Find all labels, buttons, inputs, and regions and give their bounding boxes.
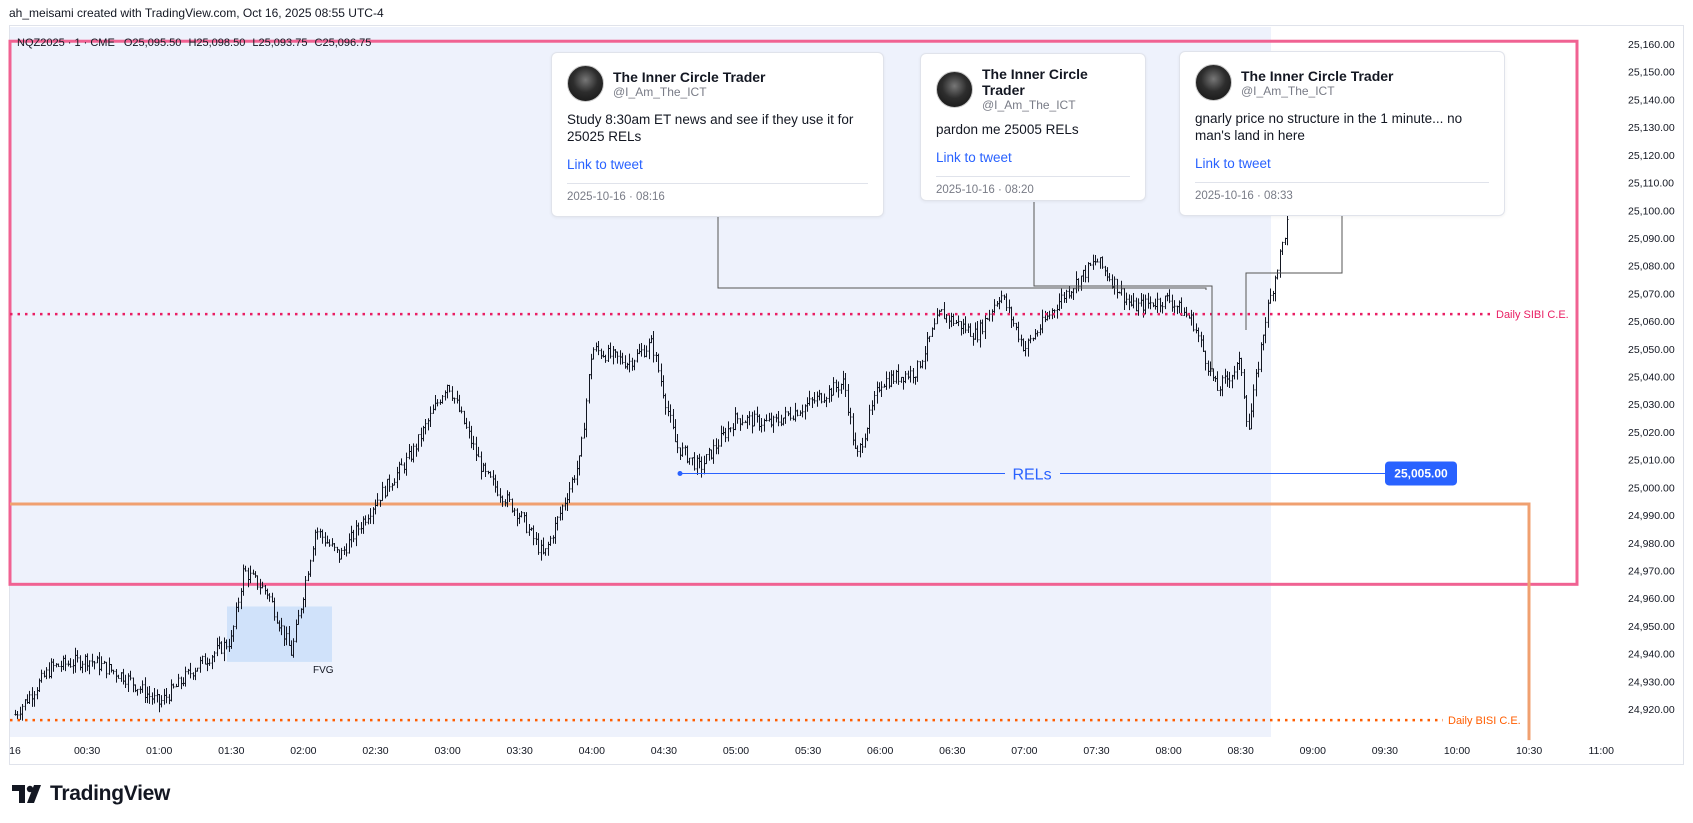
avatar [567, 65, 604, 102]
price-axis-tick-label: 25,010.00 [1628, 455, 1675, 467]
price-axis-tick-label: 25,150.00 [1628, 67, 1675, 79]
price-axis-tick-label: 25,060.00 [1628, 316, 1675, 328]
ohlc-open: O25,095.50 [124, 37, 182, 49]
time-axis-tick-label: 16 [9, 745, 21, 757]
time-axis-tick-label: 09:30 [1372, 745, 1398, 757]
fvg-label: FVG [313, 665, 334, 676]
tweet-handle: @I_Am_The_ICT [1241, 83, 1335, 98]
tweet-link[interactable]: Link to tweet [1195, 156, 1271, 171]
discount-range-box [10, 502, 1531, 741]
candlestick-series [14, 214, 1289, 721]
ohlc-high: H25,098.50 [188, 37, 245, 49]
price-axis-tick-label: 25,100.00 [1628, 205, 1675, 217]
premium-range-box [8, 39, 1579, 586]
time-axis-tick-label: 07:30 [1083, 745, 1109, 757]
time-axis-tick-label: 08:00 [1155, 745, 1181, 757]
ohlc-low: L25,093.75 [252, 37, 307, 49]
avatar [1195, 64, 1232, 101]
time-axis-tick-label: 06:30 [939, 745, 965, 757]
tradingview-logo[interactable]: TradingView [12, 782, 170, 806]
price-axis-tick-label: 25,080.00 [1628, 261, 1675, 273]
daily-sibi-ce-label: Daily SIBI C.E. [1496, 309, 1569, 321]
tweet-card-1[interactable]: The Inner Circle Trader @I_Am_The_ICT St… [551, 52, 884, 217]
price-axis-tick-label: 25,160.00 [1628, 39, 1675, 51]
price-axis: 25,160.00 25,150.00 25,140.00 25,130.00 25,1… [1628, 39, 1675, 716]
fvg-zone [227, 606, 332, 662]
tweet-author: The Inner Circle Trader [1241, 67, 1394, 84]
time-axis-tick-label: 10:00 [1444, 745, 1470, 757]
tweet-author: The Inner Circle Trader [982, 66, 1088, 98]
tweet-date: 2025-10-16 · 08:20 [936, 184, 1034, 196]
price-axis-tick-label: 25,120.00 [1628, 150, 1675, 162]
avatar [936, 70, 973, 108]
price-axis-tick-label: 25,040.00 [1628, 372, 1675, 384]
tweet-card-2[interactable]: The Inner Circle Trader @I_Am_The_ICT pa… [920, 53, 1146, 201]
time-axis-tick-label: 10:30 [1516, 745, 1542, 757]
tradingview-wordmark: TradingView [50, 782, 171, 805]
time-axis-tick-label: 03:00 [434, 745, 460, 757]
time-axis-tick-label: 09:00 [1300, 745, 1326, 757]
price-axis-tick-label: 25,020.00 [1628, 427, 1675, 439]
callout-connector-2 [1033, 202, 1213, 372]
rels-price-badge [1385, 461, 1457, 486]
chart-attribution: ah_meisami created with TradingView.com,… [9, 6, 384, 20]
time-axis-tick-label: 08:30 [1228, 745, 1254, 757]
tweet-text: Study 8:30am ET news and see if they use… [567, 112, 854, 144]
price-axis-tick-label: 24,920.00 [1628, 704, 1675, 716]
price-axis-tick-label: 25,050.00 [1628, 344, 1675, 356]
price-axis-tick-label: 25,140.00 [1628, 94, 1675, 106]
price-axis-tick-label: 25,000.00 [1628, 482, 1675, 494]
divider [567, 183, 868, 184]
price-axis-tick-label: 24,970.00 [1628, 565, 1675, 577]
tweet-card-3[interactable]: The Inner Circle Trader @I_Am_The_ICT gn… [1179, 51, 1505, 216]
tweet-handle: @I_Am_The_ICT [613, 84, 707, 99]
time-axis: 16 00:30 01:00 01:30 02:00 02:30 03:00 03:30 04:… [9, 745, 1614, 757]
time-axis-tick-label: 02:30 [362, 745, 388, 757]
price-axis-tick-label: 25,070.00 [1628, 288, 1675, 300]
price-axis-tick-label: 24,950.00 [1628, 621, 1675, 633]
time-axis-tick-label: 01:30 [218, 745, 244, 757]
time-axis-tick-label: 04:00 [579, 745, 605, 757]
tweet-link[interactable]: Link to tweet [936, 150, 1012, 165]
tweet-link[interactable]: Link to tweet [567, 157, 643, 172]
price-axis-tick-label: 25,090.00 [1628, 233, 1675, 245]
time-axis-tick-label: 07:00 [1011, 745, 1037, 757]
time-axis-tick-label: 11:00 [1588, 745, 1614, 757]
callout-connector-1 [717, 216, 1207, 290]
daily-bisi-ce-label: Daily BISI C.E. [1448, 715, 1521, 727]
time-axis-tick-label: 04:30 [651, 745, 677, 757]
rels-label: RELs [1012, 466, 1051, 483]
price-axis-tick-label: 25,130.00 [1628, 122, 1675, 134]
tweet-text: gnarly price no structure in the 1 minut… [1195, 111, 1463, 143]
divider [936, 176, 1130, 177]
tweet-date: 2025-10-16 · 08:16 [567, 191, 665, 203]
rels-price-badge-label: 25,005.00 [1394, 466, 1448, 480]
time-axis-tick-label: 02:00 [290, 745, 316, 757]
tradingview-logo-icon [12, 785, 41, 803]
price-axis-tick-label: 24,940.00 [1628, 649, 1675, 661]
tweet-handle: @I_Am_The_ICT [982, 98, 1076, 112]
price-axis-tick-label: 25,110.00 [1628, 178, 1674, 190]
tweet-date: 2025-10-16 · 08:33 [1195, 190, 1293, 202]
time-axis-tick-label: 00:30 [74, 745, 100, 757]
time-axis-tick-label: 05:30 [795, 745, 821, 757]
rels-anchor-point [677, 470, 683, 476]
tweet-text: pardon me 25005 RELs [936, 122, 1079, 137]
symbol-ohlc-line: NQZ2025 · 1 · CME O25,095.50 H25,098.50 … [17, 37, 371, 49]
time-axis-tick-label: 06:00 [867, 745, 893, 757]
divider [1195, 182, 1489, 183]
callout-connector-3 [1245, 216, 1343, 330]
symbol-name: NQZ2025 · 1 · CME [17, 37, 115, 49]
price-axis-tick-label: 24,980.00 [1628, 538, 1675, 550]
tweet-author: The Inner Circle Trader [613, 68, 766, 85]
price-axis-tick-label: 24,960.00 [1628, 593, 1675, 605]
price-axis-tick-label: 25,030.00 [1628, 399, 1675, 411]
time-axis-tick-label: 03:30 [507, 745, 533, 757]
time-axis-tick-label: 01:00 [146, 745, 172, 757]
price-axis-tick-label: 24,990.00 [1628, 510, 1675, 522]
ohlc-close: C25,096.75 [315, 37, 372, 49]
time-axis-tick-label: 05:00 [723, 745, 749, 757]
price-axis-tick-label: 24,930.00 [1628, 676, 1675, 688]
